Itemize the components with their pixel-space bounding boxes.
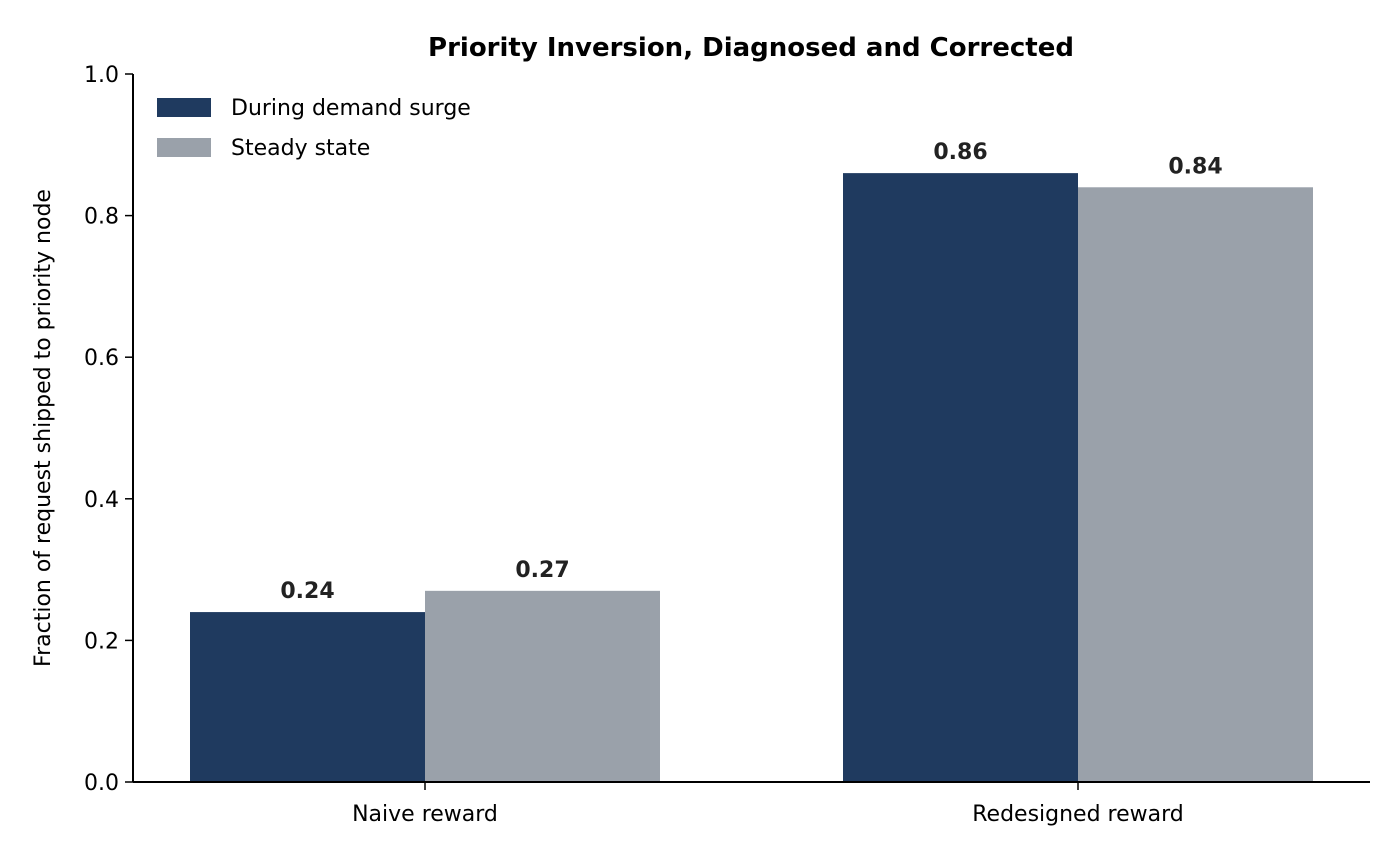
legend-label: Steady state — [231, 136, 370, 161]
y-tick-label: 1.0 — [84, 63, 119, 88]
legend-label: During demand surge — [231, 96, 471, 121]
y-tick-label: 0.0 — [84, 771, 119, 796]
y-tick-label: 0.4 — [84, 488, 119, 513]
data-label: 0.24 — [280, 579, 334, 604]
legend: During demand surge Steady state — [157, 96, 471, 161]
x-tick-label: Redesigned reward — [972, 802, 1184, 827]
axes-layer: 0.0 0.2 0.4 0.6 0.8 1.0 Naive reward Redesigned… — [84, 63, 1370, 827]
chart-title: Priority Inversion, Diagnosed and Correc… — [428, 33, 1074, 63]
bar-redesigned-reward-series-2 — [1078, 187, 1313, 782]
y-tick-label: 0.2 — [84, 629, 119, 654]
data-label: 0.86 — [933, 140, 987, 165]
y-tick-label: 0.8 — [84, 205, 119, 230]
bar-naive-reward-series-2 — [425, 590, 660, 782]
bar-naive-reward-series-1 — [190, 612, 425, 782]
data-label: 0.27 — [515, 558, 569, 583]
legend-swatch — [157, 98, 211, 117]
y-axis-label: Fraction of request shipped to priority … — [31, 189, 56, 667]
legend-swatch — [157, 138, 211, 157]
x-tick-label: Naive reward — [352, 802, 498, 827]
data-label: 0.84 — [1168, 154, 1222, 179]
y-tick-label: 0.6 — [84, 346, 119, 371]
labels-layer: 0.24 0.86 0.27 0.84 — [280, 140, 1222, 604]
bars-layer — [190, 173, 1313, 782]
bar-redesigned-reward-series-1 — [843, 173, 1078, 782]
